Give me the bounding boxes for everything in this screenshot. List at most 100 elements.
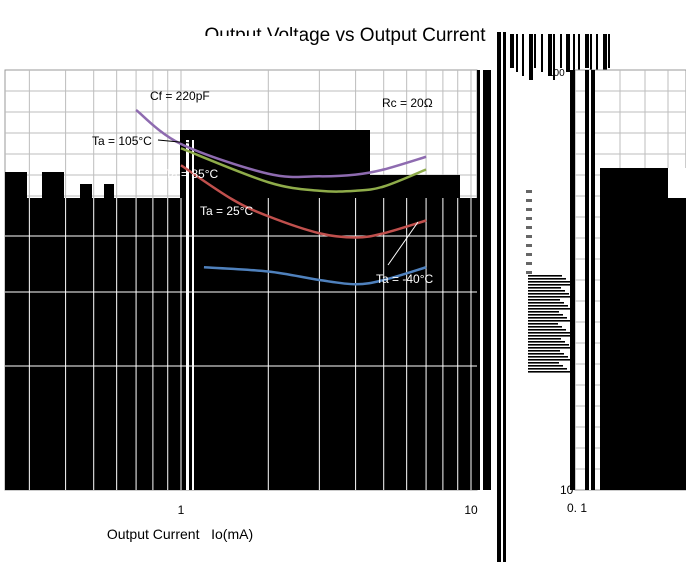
- y-label-fragment: [526, 244, 532, 247]
- y-barcode-bar: [528, 299, 560, 301]
- barcode-bar: [603, 34, 607, 80]
- y-barcode-bar: [528, 323, 558, 325]
- y-label-fragment: [526, 226, 532, 229]
- y-barcode-bar: [528, 305, 568, 307]
- y-label-fragment: [526, 199, 532, 202]
- x-tick-label: 1: [178, 503, 185, 517]
- barcode-bar: [560, 34, 562, 68]
- left-grid-over: [5, 198, 477, 490]
- y-barcode-bar: [528, 293, 569, 295]
- y-barcode-bar: [528, 344, 569, 346]
- y-barcode-bar: [528, 317, 567, 319]
- y-label-fragment: [526, 271, 532, 274]
- barcode-bar: [548, 34, 552, 76]
- barcode-bar: [596, 34, 598, 76]
- y-label-fragment: [526, 253, 532, 256]
- barcode-bar: [573, 34, 575, 76]
- barcode-bar: [553, 34, 555, 80]
- y-barcode-bar: [528, 347, 573, 349]
- right-y-barcode: [526, 190, 574, 373]
- right-y-tick-label: 10: [560, 483, 574, 497]
- y-label-fragment: [526, 235, 532, 238]
- y-barcode-bar: [528, 359, 572, 361]
- y-barcode-bar: [528, 284, 574, 286]
- series-line: [203, 266, 427, 286]
- barcode-bar: [529, 34, 533, 80]
- occlusion-block: [180, 130, 370, 200]
- y-barcode-bar: [528, 326, 562, 328]
- occlusion-block: [80, 184, 92, 200]
- annotation-ta-105: Ta = 105°C: [92, 134, 152, 148]
- right-x-start-label: 0. 1: [567, 501, 587, 515]
- barcode-bar: [566, 34, 570, 72]
- y-label-fragment: [526, 217, 532, 220]
- annotation-ta-25: Ta = 25°C: [200, 204, 253, 218]
- y-barcode-bar: [528, 332, 570, 334]
- x-tick-label: 10: [464, 503, 478, 517]
- y-label-fragment: [526, 208, 532, 211]
- white-separator: [186, 140, 189, 490]
- y-barcode-bar: [528, 302, 564, 304]
- panel-divider: [503, 32, 506, 562]
- occlusion-block: [104, 184, 114, 200]
- barcode-bar: [585, 34, 589, 68]
- y-barcode-bar: [528, 320, 571, 322]
- y-barcode-bar: [528, 278, 566, 280]
- occlusion-block: [5, 198, 477, 490]
- series-line: [180, 147, 427, 193]
- y-barcode-bar: [528, 368, 567, 370]
- y-barcode-bar: [528, 287, 561, 289]
- y-label-fragment: [526, 262, 532, 265]
- annotation-cf: Cf = 220pF: [150, 89, 210, 103]
- top-right-barcode: [510, 34, 610, 80]
- barcode-bar: [522, 34, 524, 76]
- y-barcode-bar: [528, 281, 570, 283]
- series-curves: [135, 109, 427, 286]
- occlusion-block: [42, 172, 64, 200]
- y-barcode-bar: [528, 296, 573, 298]
- y-barcode-bar: [528, 308, 572, 310]
- left-plot-right-bar: [477, 70, 491, 490]
- occlusion-block: [370, 175, 460, 200]
- annotation-leader-105: [157, 139, 191, 144]
- barcode-bar: [590, 34, 592, 72]
- right-top-label: 100: [548, 68, 565, 79]
- y-label-fragment: [526, 190, 532, 193]
- barcode-bar: [510, 34, 514, 68]
- y-barcode-bar: [528, 314, 563, 316]
- left-black-occlusion: [5, 130, 477, 490]
- panel-divider: [497, 32, 501, 562]
- y-barcode-bar: [528, 311, 559, 313]
- y-barcode-bar: [528, 290, 565, 292]
- white-separators: [186, 140, 194, 490]
- annotation-leader-40: [387, 221, 419, 266]
- top-strip-artifact: [0, 36, 300, 46]
- annotation-ta-40: Ta = -40°C: [376, 272, 433, 286]
- barcode-bar: [578, 34, 580, 80]
- barcode-bar: [541, 34, 543, 72]
- annotation-ta-85: Ta = 85°C: [165, 167, 218, 181]
- barcode-bar: [608, 34, 610, 68]
- y-barcode-bar: [528, 350, 560, 352]
- y-barcode-bar: [528, 341, 565, 343]
- y-barcode-bar: [528, 353, 564, 355]
- y-barcode-bar: [528, 335, 574, 337]
- y-barcode-bar: [528, 275, 562, 277]
- annotation-rc: Rc = 20Ω: [382, 96, 433, 110]
- y-barcode-bar: [528, 329, 566, 331]
- y-barcode-bar: [528, 362, 559, 364]
- right-black-column-highlight: [589, 70, 591, 490]
- right-axis-strip: [570, 70, 575, 490]
- occlusion-block: [5, 172, 27, 200]
- y-barcode-bar: [528, 371, 571, 373]
- left-plot-right-bar-highlight: [480, 70, 483, 490]
- white-separator: [192, 140, 194, 490]
- barcode-bar: [516, 34, 518, 72]
- barcode-bar: [534, 34, 536, 68]
- right-black-occlusion: [668, 168, 686, 198]
- right-black-occlusion: [600, 168, 686, 490]
- y-barcode-bar: [528, 365, 563, 367]
- x-axis-label: Output Current Io(mA): [107, 526, 253, 542]
- y-barcode-bar: [528, 338, 561, 340]
